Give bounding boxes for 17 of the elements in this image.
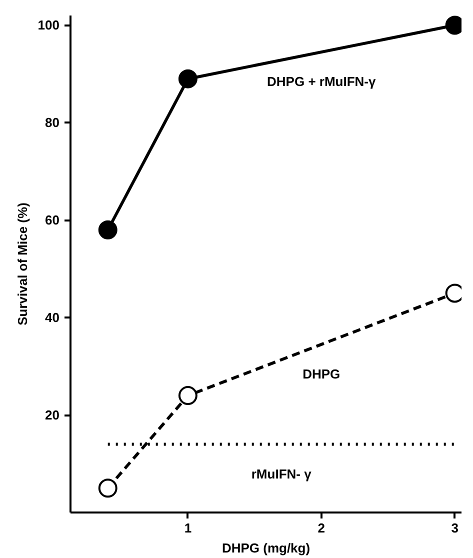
series-label: DHPG + rMuIFN-γ xyxy=(267,74,376,90)
point xyxy=(178,69,198,88)
x-tick-label: 3 xyxy=(451,520,458,536)
x-tick-label: 2 xyxy=(318,520,325,536)
y-axis-title: Survival of Mice (%) xyxy=(14,202,30,326)
y-tick-label: 60 xyxy=(45,212,60,228)
point xyxy=(178,386,198,406)
x-axis-title: DHPG (mg/kg) xyxy=(222,540,310,556)
y-tick-label: 20 xyxy=(45,408,60,423)
y-tick-label: 40 xyxy=(45,310,60,326)
series-label: DHPG xyxy=(302,366,340,382)
point xyxy=(98,478,118,498)
y-tick-label: 80 xyxy=(45,115,60,130)
point xyxy=(98,220,118,240)
series-label: rMuIFN- γ xyxy=(251,466,312,482)
y-tick-label: 100 xyxy=(38,18,60,33)
x-tick-label: 1 xyxy=(184,520,192,536)
